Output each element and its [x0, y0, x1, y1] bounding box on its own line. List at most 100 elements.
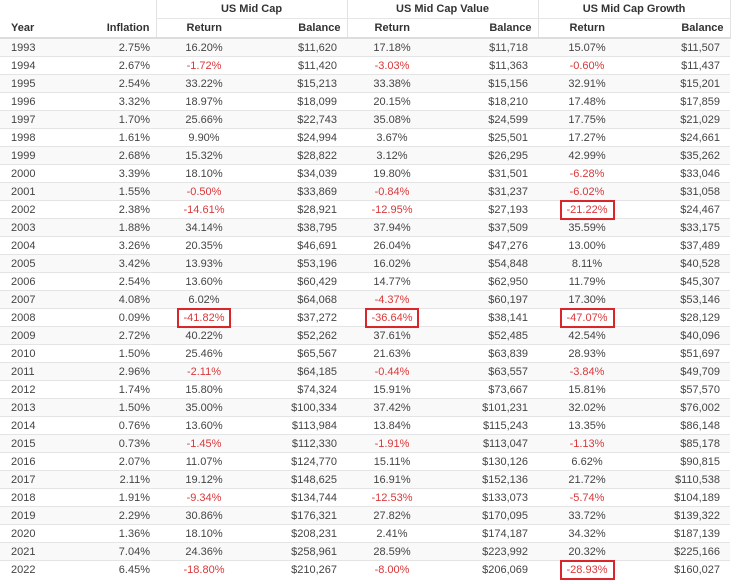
return-value: 3.67%	[376, 131, 408, 144]
mcg-return-cell: 42.54%	[538, 326, 637, 345]
mc-balance-cell: $22,743	[252, 110, 347, 129]
table-row: 2010 1.50% 25.46% $65,567 21.63% $63,839 28.93…	[0, 344, 731, 363]
mcg-return-cell: 34.32%	[538, 524, 637, 543]
year-cell: 2021	[0, 542, 62, 561]
year-cell: 2022	[0, 560, 62, 578]
mcg-balance-cell: $90,815	[636, 452, 731, 471]
mc-balance-cell: $52,262	[252, 326, 347, 345]
mc-balance-cell: $100,334	[252, 398, 347, 417]
mcg-balance-cell: $187,139	[636, 524, 731, 543]
return-value: -1.13%	[569, 437, 605, 450]
mc-return-cell: 25.46%	[156, 344, 252, 363]
mcv-return-cell: -8.00%	[347, 560, 437, 578]
return-value: 42.99%	[568, 149, 606, 162]
return-value: 16.02%	[373, 257, 411, 270]
year-cell: 1995	[0, 74, 62, 93]
mcg-balance-cell: $51,697	[636, 344, 731, 363]
inflation-cell: 2.54%	[62, 272, 156, 291]
year-cell: 2008	[0, 308, 62, 327]
return-value: 6.02%	[188, 293, 220, 306]
year-cell: 2016	[0, 452, 62, 471]
mcg-return-cell: -28.93%	[538, 559, 637, 580]
mcg-balance-cell: $85,178	[636, 434, 731, 453]
return-value: 15.32%	[185, 149, 223, 162]
mcg-return-cell: 35.59%	[538, 218, 637, 237]
mc-return-cell: 35.00%	[156, 398, 252, 417]
return-value: 18.97%	[185, 95, 223, 108]
year-cell: 2017	[0, 470, 62, 489]
mc-return-cell: -41.82%	[156, 307, 252, 328]
mcv-balance-cell: $31,237	[437, 182, 539, 201]
mc-balance-cell: $38,795	[252, 218, 347, 237]
column-header-mc-balance[interactable]: Balance	[252, 18, 347, 39]
column-header-year[interactable]: Year	[0, 18, 62, 39]
mc-balance-cell: $65,567	[252, 344, 347, 363]
return-value: 37.61%	[373, 329, 411, 342]
return-value: 20.15%	[373, 95, 411, 108]
column-header-mc-return[interactable]: Return	[155, 18, 252, 39]
mcg-balance-cell: $40,096	[636, 326, 731, 345]
return-value: 17.18%	[373, 41, 411, 54]
return-value: 11.79%	[568, 275, 606, 288]
return-value: 37.94%	[373, 221, 411, 234]
return-value: 17.75%	[568, 113, 606, 126]
mcg-balance-cell: $24,467	[636, 200, 731, 219]
mc-balance-cell: $28,822	[252, 146, 347, 165]
mc-balance-cell: $11,420	[252, 56, 347, 75]
mc-return-cell: 20.35%	[156, 236, 252, 255]
mcv-return-cell: 14.77%	[347, 272, 437, 291]
return-value: -1.45%	[186, 437, 222, 450]
mc-return-cell: 40.22%	[156, 326, 252, 345]
mcv-return-cell: -1.91%	[347, 434, 437, 453]
mcg-balance-cell: $11,437	[636, 56, 731, 75]
mc-return-cell: -18.80%	[156, 560, 252, 578]
mcg-return-cell: 13.00%	[538, 236, 637, 255]
highlighted-return-value: -47.07%	[559, 307, 615, 328]
column-header-mcg-balance[interactable]: Balance	[636, 18, 731, 39]
return-value: 15.11%	[373, 455, 411, 468]
return-value: 17.48%	[568, 95, 606, 108]
mc-balance-cell: $64,068	[252, 290, 347, 309]
column-header-mcv-return[interactable]: Return	[346, 18, 437, 39]
mcv-return-cell: 3.67%	[347, 128, 437, 147]
mcv-return-cell: -4.37%	[347, 290, 437, 309]
mc-balance-cell: $208,231	[252, 524, 347, 543]
column-header-mcg-return[interactable]: Return	[537, 18, 637, 39]
mc-return-cell: 13.60%	[156, 416, 252, 435]
mcg-balance-cell: $57,570	[636, 380, 731, 399]
column-header-mcv-balance[interactable]: Balance	[437, 18, 539, 39]
year-cell: 2012	[0, 380, 62, 399]
mcv-balance-cell: $11,363	[437, 56, 539, 75]
mcg-return-cell: 15.81%	[538, 380, 637, 399]
mc-return-cell: 13.60%	[156, 272, 252, 291]
mcv-return-cell: 17.18%	[347, 37, 437, 57]
inflation-cell: 1.55%	[62, 182, 156, 201]
mcv-return-cell: 26.04%	[347, 236, 437, 255]
table-row: 2000 3.39% 18.10% $34,039 19.80% $31,501 -6.28…	[0, 164, 731, 183]
mcg-return-cell: -47.07%	[538, 307, 637, 328]
mcg-balance-cell: $110,538	[636, 470, 731, 489]
return-value: -1.91%	[374, 437, 410, 450]
column-header-inflation[interactable]: Inflation	[62, 18, 156, 39]
table-row: 2004 3.26% 20.35% $46,691 26.04% $47,276 13.00…	[0, 236, 731, 255]
return-value: 28.59%	[373, 545, 411, 558]
mcg-balance-cell: $76,002	[636, 398, 731, 417]
inflation-cell: 2.96%	[62, 362, 156, 381]
return-value: 16.20%	[185, 41, 223, 54]
return-value: -2.11%	[186, 365, 222, 378]
inflation-cell: 0.09%	[62, 308, 156, 327]
mcg-balance-cell: $31,058	[636, 182, 731, 201]
table-row: 2008 0.09% -41.82% $37,272 -36.64% $38,141 -47…	[0, 307, 731, 328]
return-value: 18.10%	[185, 167, 223, 180]
return-value: 33.72%	[568, 509, 606, 522]
mcv-return-cell: 27.82%	[347, 506, 437, 525]
mcv-return-cell: 21.63%	[347, 344, 437, 363]
return-value: 15.81%	[568, 383, 606, 396]
mc-return-cell: -2.11%	[156, 362, 252, 381]
table-row: 2019 2.29% 30.86% $176,321 27.82% $170,095 33.…	[0, 506, 731, 525]
return-value: 6.62%	[571, 455, 603, 468]
mc-return-cell: -1.45%	[156, 434, 252, 453]
mcv-balance-cell: $60,197	[437, 290, 539, 309]
table-row: 2003 1.88% 34.14% $38,795 37.94% $37,509 35.59…	[0, 218, 731, 237]
return-value: 13.84%	[373, 419, 411, 432]
